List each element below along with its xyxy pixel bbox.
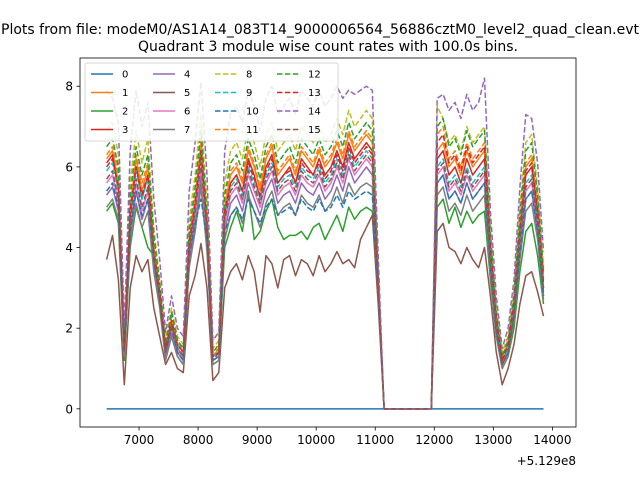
y-axis: 0 2 4 6 8	[65, 80, 80, 416]
legend-label-12: 12	[308, 70, 321, 81]
legend-label-7: 7	[184, 125, 190, 136]
legend-label-6: 6	[184, 107, 190, 118]
series-line-11	[105, 125, 545, 410]
y-tick-label: 8	[65, 80, 73, 94]
y-tick-label: 4	[65, 241, 73, 255]
series-line-6	[105, 158, 545, 410]
legend-label-8: 8	[246, 70, 252, 81]
series-line-8	[105, 105, 545, 410]
x-tick-label: 8000	[183, 433, 214, 447]
series-line-15	[105, 154, 545, 410]
plot-frame	[79, 57, 577, 428]
figure-suptitle: Plots from file: modeM0/AS1A14_083T14_90…	[1, 22, 639, 38]
legend-label-3: 3	[122, 125, 128, 136]
legend-label-4: 4	[184, 70, 190, 81]
x-offset-label: +5.129e8	[517, 454, 576, 468]
legend-label-2: 2	[122, 107, 128, 118]
legend-label-5: 5	[184, 88, 190, 99]
series-line-9	[105, 150, 545, 410]
legend-label-14: 14	[308, 107, 321, 118]
series-line-12	[105, 117, 545, 410]
legend-label-11: 11	[246, 125, 259, 136]
x-tick-label: 13000	[474, 433, 512, 447]
x-tick-label: 9000	[242, 433, 273, 447]
series-line-4	[105, 166, 545, 410]
chart-title: Quadrant 3 module wise count rates with …	[138, 39, 518, 55]
x-tick-label: 11000	[356, 433, 394, 447]
legend-label-0: 0	[122, 70, 128, 81]
y-tick-label: 2	[65, 322, 73, 336]
legend-label-10: 10	[246, 107, 259, 118]
x-axis: 7000 8000 9000 10000 11000 12000 13000 14000	[124, 427, 571, 447]
legend-label-1: 1	[122, 88, 128, 99]
x-tick-label: 10000	[297, 433, 335, 447]
series-line-14	[105, 77, 545, 410]
series-line-13	[105, 133, 545, 410]
legend-label-13: 13	[308, 88, 321, 99]
x-tick-label: 7000	[124, 433, 155, 447]
y-tick-label: 6	[65, 160, 73, 174]
series-line-5	[105, 214, 545, 410]
legend-frame	[84, 62, 339, 142]
plot-lines	[105, 77, 545, 410]
legend-label-9: 9	[246, 88, 252, 99]
series-line-10	[105, 174, 545, 410]
y-tick-label: 0	[65, 402, 73, 416]
x-tick-label: 14000	[533, 433, 571, 447]
x-tick-label: 12000	[415, 433, 453, 447]
legend-label-15: 15	[308, 125, 321, 136]
